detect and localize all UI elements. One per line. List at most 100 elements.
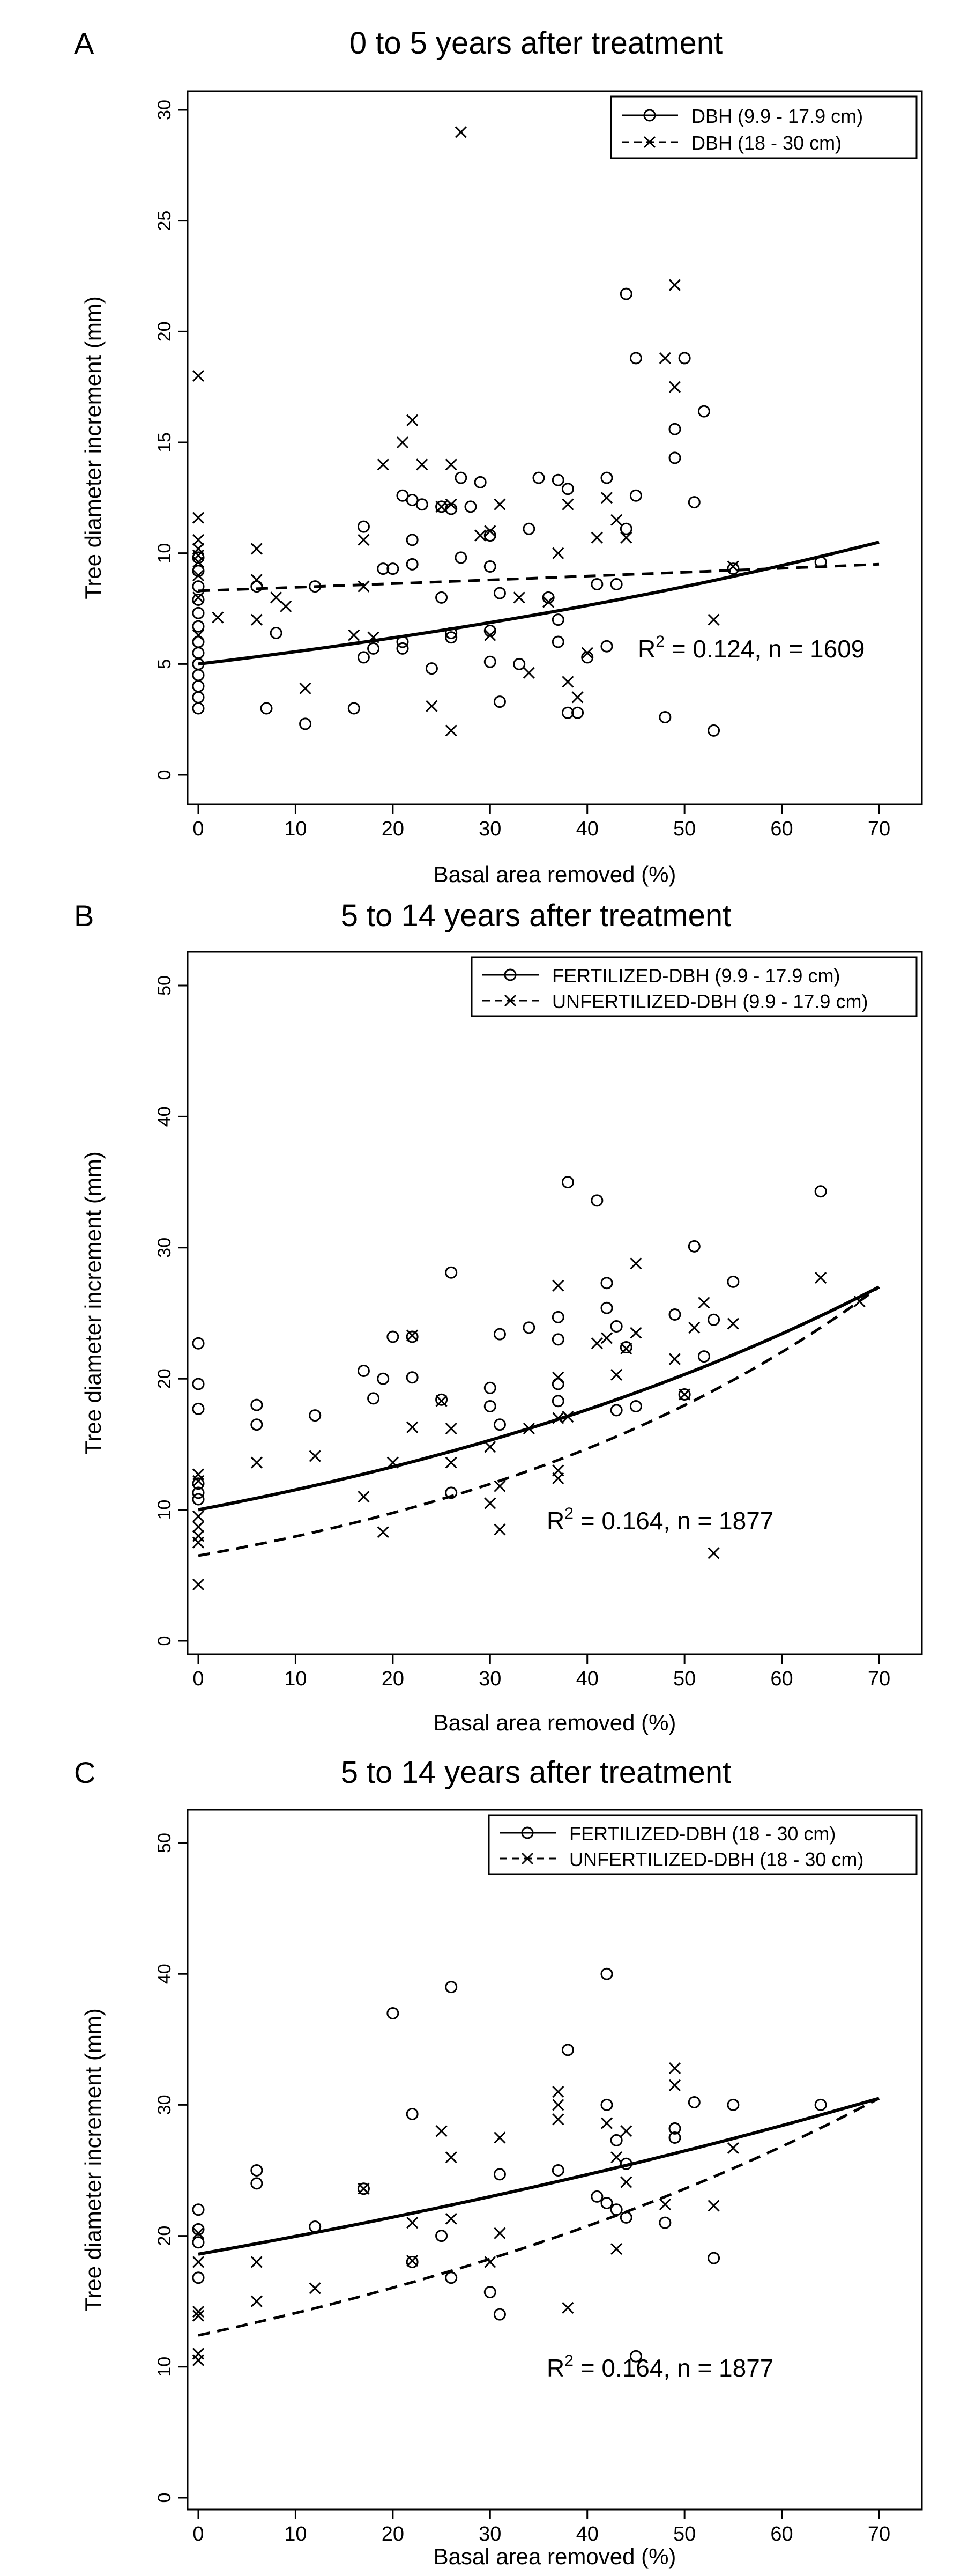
x-marker [192,1578,205,1590]
x-marker [426,700,438,712]
x-marker [552,2085,564,2098]
x-marker [708,613,720,626]
x-tick-label: 40 [576,818,599,840]
circle-marker [406,2255,419,2268]
circle-marker [367,1392,380,1405]
r-squared-annotation: R2 = 0.164, n = 1877 [547,1505,773,1535]
circle-marker [192,2236,205,2249]
circle-marker [591,2190,604,2203]
x-marker [250,574,263,586]
y-tick-label: 5 [154,659,175,669]
x-marker [620,1342,632,1355]
chart-title: 0 to 5 years after treatment [349,26,723,61]
circle-marker [445,1266,458,1279]
circle-marker [727,2098,740,2111]
circle-marker [629,1400,642,1413]
circle-marker [483,560,496,573]
circle-marker [814,1185,827,1198]
legend: DBH (9.9 - 17.9 cm) DBH (18 - 30 cm) [610,95,918,159]
circle-marker [493,587,506,599]
x-marker [581,647,593,659]
x-marker [591,1337,603,1350]
x-tick-label: 70 [868,818,890,840]
x-marker [659,352,671,364]
x-marker [250,2256,263,2268]
x-marker [668,2079,681,2091]
circle-marker [192,593,205,606]
y-tick-label: 15 [154,432,175,453]
circle-marker [629,489,642,502]
x-marker [562,2301,574,2314]
circle-marker [192,620,205,633]
circle-marker [600,640,613,653]
x-tick-label: 20 [382,2523,404,2545]
x-marker [358,1491,370,1503]
x-marker [484,1497,496,1509]
x-marker [455,126,467,138]
x-marker [484,2256,496,2268]
x-marker [484,525,496,537]
circle-marker [668,2131,681,2144]
circle-marker [425,662,438,675]
y-tick-label: 10 [154,1500,175,1520]
y-tick-label: 20 [154,321,175,342]
circle-marker [591,578,604,591]
circle-marker [688,2096,701,2109]
circle-marker [483,2286,496,2299]
x-marker [192,1510,205,1522]
circle-marker [727,562,740,575]
circle-marker [610,2203,623,2216]
x-marker [358,2182,370,2195]
circle-marker [678,1388,691,1401]
circle-marker [406,1330,419,1343]
x-marker [610,514,623,526]
y-tick-label: 10 [154,2357,175,2377]
circle-marker [250,1418,263,1431]
plot-frame [187,1809,923,2511]
circle-marker [192,669,205,682]
circle-marker [357,2182,370,2195]
circle-marker [600,1967,613,1980]
x-marker [192,569,205,582]
x-marker [620,2176,632,2188]
circle-marker [659,711,672,724]
fit-lines [198,2097,880,2337]
x-marker [348,629,360,641]
circle-marker [406,2107,419,2120]
x-marker [435,2125,448,2137]
circle-marker [668,423,681,435]
legend-entry: DBH (18 - 30 cm) [691,132,842,154]
x-marker [600,492,613,504]
circle-marker [260,702,273,715]
x-marker [620,531,632,544]
x-marker [523,667,535,679]
circle-marker [192,2223,205,2236]
x-marker [192,556,205,568]
panel-letter: B [74,899,94,932]
x-marker [484,1441,496,1453]
circle-marker [464,500,477,513]
x-marker [552,2113,564,2126]
data-points [192,1967,827,2366]
circle-marker [552,2164,564,2177]
circle-marker [483,1400,496,1413]
circle-marker [377,562,390,575]
x-marker [396,436,409,449]
x-tick-label: 30 [479,2523,501,2545]
circle-marker [192,647,205,660]
circle-marker [474,476,487,488]
circle-marker [610,1320,623,1333]
y-tick-label: 10 [154,543,175,564]
fit-line-solid [198,2097,880,2256]
legend: FERTILIZED-DBH (18 - 30 cm) UNFERTILIZED… [488,1814,918,1875]
circle-marker [561,706,574,719]
circle-marker [552,1378,564,1390]
y-tick-label: 20 [154,2226,175,2246]
circle-marker [192,2203,205,2216]
x-marker [668,2062,681,2075]
circle-marker [309,1409,322,1422]
circle-marker [629,352,642,365]
legend-entry: FERTILIZED-DBH (9.9 - 17.9 cm) [552,965,840,987]
circle-marker [552,613,564,626]
